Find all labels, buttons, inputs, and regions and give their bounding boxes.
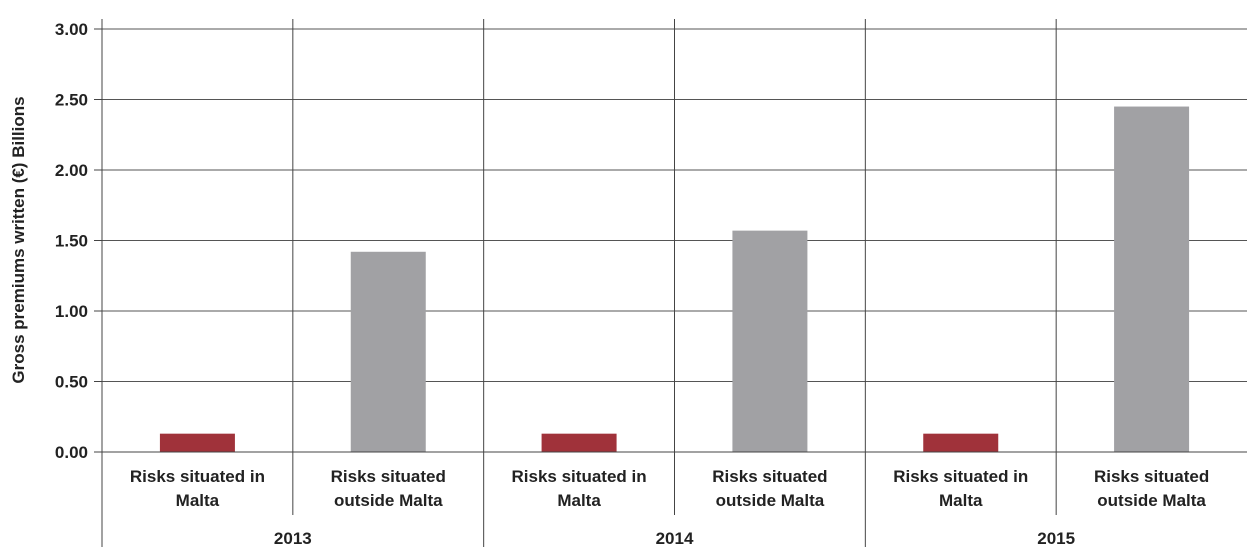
- category-label: outside Malta: [716, 491, 825, 510]
- category-label: Malta: [557, 491, 601, 510]
- group-label: 2014: [656, 529, 694, 547]
- category-label: Risks situated: [712, 467, 827, 486]
- y-axis-title: Gross premiums written (€) Billions: [9, 96, 28, 383]
- y-tick-label: 1.00: [55, 302, 88, 321]
- category-label: Risks situated in: [893, 467, 1028, 486]
- group-label: 2013: [274, 529, 312, 547]
- category-label: Risks situated: [1094, 467, 1209, 486]
- group-label: 2015: [1037, 529, 1075, 547]
- category-labels: Risks situated in Malta Risks situated outs…: [130, 467, 1209, 510]
- bar: [541, 433, 617, 452]
- category-label: Malta: [176, 491, 220, 510]
- y-axis-ticks: 0.00 0.50 1.00 1.50 2.00 2.50 3.00: [55, 20, 102, 462]
- y-tick-label: 2.00: [55, 161, 88, 180]
- y-tick-label: 0.00: [55, 443, 88, 462]
- category-separators: [292, 19, 1057, 547]
- bar: [1114, 106, 1190, 453]
- bar: [732, 230, 808, 452]
- category-label: outside Malta: [334, 491, 443, 510]
- bar: [923, 433, 999, 452]
- y-tick-label: 2.50: [55, 91, 88, 110]
- y-tick-label: 3.00: [55, 20, 88, 39]
- y-tick-label: 1.50: [55, 232, 88, 251]
- y-tick-label: 0.50: [55, 373, 88, 392]
- category-label: Risks situated in: [130, 467, 265, 486]
- bar: [159, 433, 235, 452]
- group-labels: 2013 2014 2015: [274, 529, 1075, 547]
- bars: [159, 106, 1190, 453]
- category-label: Risks situated: [331, 467, 446, 486]
- category-label: Malta: [939, 491, 983, 510]
- bar: [350, 251, 426, 452]
- category-label: outside Malta: [1097, 491, 1206, 510]
- category-label: Risks situated in: [512, 467, 647, 486]
